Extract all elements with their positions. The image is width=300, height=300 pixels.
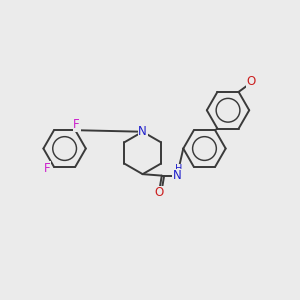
Text: N: N <box>138 125 147 138</box>
Text: O: O <box>155 186 164 199</box>
Text: F: F <box>74 118 80 131</box>
Text: F: F <box>44 162 51 175</box>
Text: N: N <box>173 169 182 182</box>
Text: H: H <box>176 164 183 174</box>
Text: O: O <box>246 75 256 88</box>
